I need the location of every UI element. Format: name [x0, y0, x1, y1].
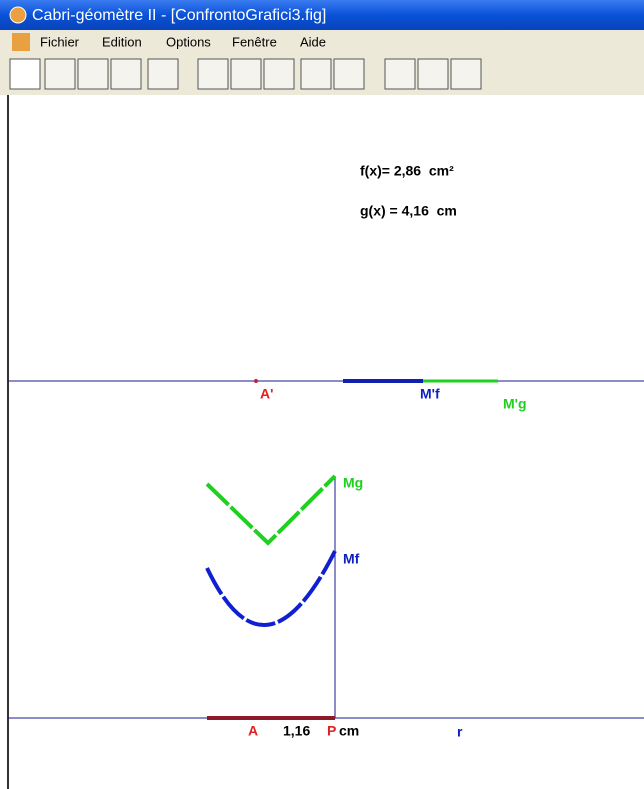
tool-button[interactable] [333, 58, 365, 90]
locus-f [205, 550, 337, 627]
window-title: Cabri-géomètre II - [ConfrontoGrafici3.f… [32, 7, 326, 24]
label-r: r [457, 724, 463, 740]
title-bar [0, 0, 644, 30]
measure-g: g(x) = 4,16 cm [360, 203, 457, 219]
menu-item[interactable]: Fichier [40, 34, 80, 49]
tool-button[interactable] [384, 58, 416, 90]
tool-buttons [9, 58, 482, 90]
label-m-prime-f: M'f [420, 386, 440, 402]
measure-f: f(x)= 2,86 cm² [360, 163, 454, 179]
tool-button[interactable] [197, 58, 229, 90]
label-a: A [248, 723, 258, 739]
tool-button[interactable] [450, 58, 482, 90]
length-unit: cm [339, 723, 359, 739]
tool-button[interactable] [417, 58, 449, 90]
drawing-canvas [8, 95, 644, 789]
menu-item[interactable]: Edition [102, 34, 142, 49]
menu-bar [0, 30, 644, 55]
menu-item[interactable]: Options [166, 34, 211, 49]
label-p: P [327, 723, 336, 739]
label-mf: Mf [343, 551, 360, 567]
tool-button[interactable] [263, 58, 295, 90]
tool-button[interactable] [147, 58, 179, 90]
length-value: 1,16 [283, 723, 310, 739]
label-mg: Mg [343, 475, 363, 491]
doc-icon [12, 33, 30, 51]
locus-g [205, 474, 337, 546]
label-a-prime: A' [260, 386, 273, 402]
app-icon [9, 6, 27, 24]
tool-button[interactable] [44, 58, 76, 90]
tool-button[interactable] [110, 58, 142, 90]
menu-item[interactable]: Aide [300, 34, 326, 49]
tool-button[interactable] [230, 58, 262, 90]
point-a-prime [254, 379, 258, 383]
label-m-prime-g: M'g [503, 396, 527, 412]
tool-button[interactable] [77, 58, 109, 90]
menu-item[interactable]: Fenêtre [232, 34, 277, 49]
tool-button[interactable] [9, 58, 41, 90]
tool-button[interactable] [300, 58, 332, 90]
